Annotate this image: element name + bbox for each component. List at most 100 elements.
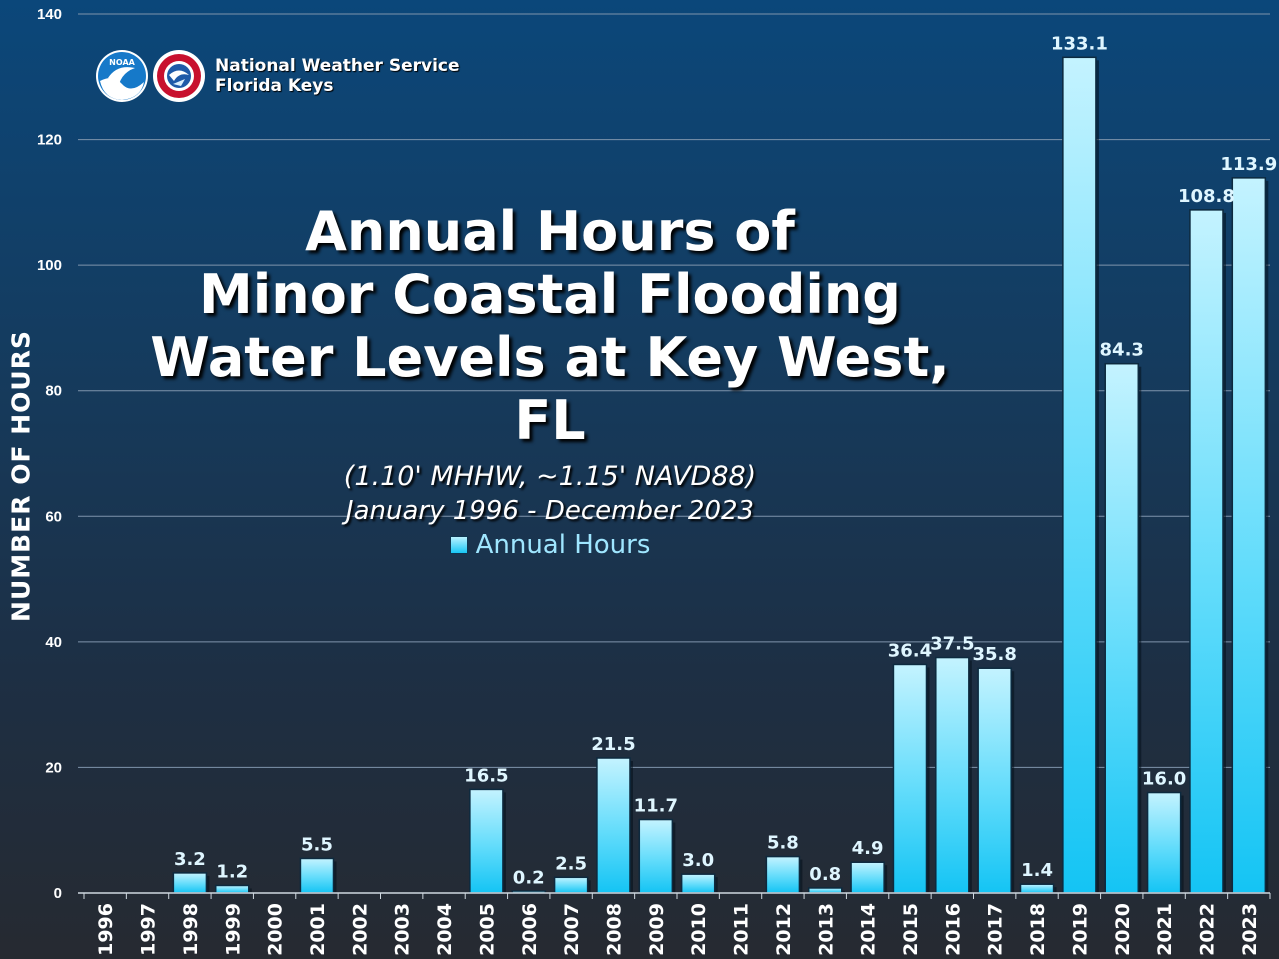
org-line-1: National Weather Service <box>215 56 460 76</box>
value-labels: 3.2 1.2 5.5 16.5 0.2 2.5 21.5 11.7 3.0 5.8 0.8 4.9 3… <box>174 33 1277 888</box>
bar <box>214 884 250 894</box>
bar <box>680 873 716 894</box>
chart-title-line-2: Minor Coastal Flooding <box>199 263 901 326</box>
bar <box>299 857 335 894</box>
value-label: 133.1 <box>1051 33 1108 54</box>
chart-title-line-3: Water Levels at Key West, FL <box>150 326 950 452</box>
bar <box>172 872 208 894</box>
bar <box>1231 177 1267 894</box>
logo-area: NOAA National Weather Service Florida Ke… <box>95 48 460 104</box>
bar <box>553 876 589 894</box>
bar <box>1019 883 1055 894</box>
noaa-logo-text: NOAA <box>109 58 135 67</box>
chart-title-line-1: Annual Hours of <box>305 200 795 263</box>
legend: Annual Hours <box>449 530 651 560</box>
y-tick-label: 40 <box>45 634 62 651</box>
y-tick-label: 20 <box>45 759 62 776</box>
bar <box>1146 791 1182 894</box>
value-label: 5.8 <box>767 833 799 854</box>
bars <box>172 56 1269 894</box>
org-line-2: Florida Keys <box>215 76 334 96</box>
y-tick-label: 120 <box>37 132 62 149</box>
chart-subtitle: (1.10' MHHW, ~1.15' NAVD88) <box>343 461 757 492</box>
x-tick-label: 2004 <box>434 903 456 956</box>
y-tick-label: 60 <box>45 508 62 525</box>
value-label: 3.2 <box>174 849 206 870</box>
value-label: 84.3 <box>1100 340 1144 361</box>
x-tick-label: 2015 <box>900 903 922 956</box>
bar <box>977 667 1012 894</box>
x-tick-label: 2020 <box>1112 903 1134 956</box>
x-tick-label: 2000 <box>265 903 287 956</box>
value-label: 0.2 <box>513 868 545 889</box>
noaa-logo: NOAA <box>96 50 148 102</box>
value-label: 2.5 <box>555 853 587 874</box>
y-axis-title: NUMBER OF HOURS <box>6 330 36 622</box>
y-axis: 0 20 40 60 80 100 120 140 <box>37 6 62 902</box>
x-tick-label: 2009 <box>646 903 668 956</box>
x-tick-label: 1996 <box>95 903 117 956</box>
x-axis: 1996 1997 1998 1999 2000 2001 2002 2003 2004 2005… <box>78 892 1271 956</box>
x-tick-label: 2005 <box>476 903 498 956</box>
bar <box>1104 362 1140 894</box>
value-label: 1.2 <box>216 861 248 882</box>
x-tick-label: 2003 <box>392 903 414 956</box>
chart-date-range: January 1996 - December 2023 <box>345 496 755 526</box>
x-tick-label: 2001 <box>307 903 329 956</box>
value-label: 35.8 <box>972 644 1016 665</box>
x-tick-label: 2021 <box>1154 903 1176 956</box>
legend-label: Annual Hours <box>475 530 651 560</box>
value-label: 36.4 <box>888 640 932 661</box>
bar <box>638 818 674 894</box>
x-tick-label: 2016 <box>942 903 964 956</box>
noaa-nws-logos: NOAA <box>96 50 205 102</box>
x-tick-label: 2022 <box>1196 903 1218 956</box>
x-tick-label: 2018 <box>1027 903 1049 956</box>
x-tick-label: 2014 <box>858 903 880 956</box>
x-tick-label: 2017 <box>985 903 1007 956</box>
value-label: 5.5 <box>301 834 333 855</box>
value-label: 113.9 <box>1220 154 1277 175</box>
x-tick-label: 2008 <box>603 903 625 956</box>
y-tick-label: 80 <box>45 383 62 400</box>
x-tick-label: 1998 <box>180 903 202 956</box>
x-tick-label: 2019 <box>1069 903 1091 956</box>
x-tick-label: 2006 <box>519 903 541 956</box>
bar <box>765 855 801 894</box>
y-tick-label: 140 <box>37 6 62 23</box>
nws-logo <box>153 50 205 102</box>
value-label: 16.5 <box>464 765 508 786</box>
bar <box>807 887 843 894</box>
x-tick-label: 2012 <box>773 903 795 956</box>
gridlines <box>78 13 1270 894</box>
x-tick-label: 2023 <box>1239 903 1261 956</box>
x-tick-label: 1997 <box>138 903 160 956</box>
value-label: 21.5 <box>591 734 635 755</box>
value-label: 0.8 <box>809 864 841 885</box>
bar <box>469 788 504 894</box>
bar <box>1189 209 1224 894</box>
x-tick-label: 1999 <box>222 903 244 956</box>
bar <box>1062 56 1097 894</box>
value-label: 108.8 <box>1178 186 1235 207</box>
bar <box>892 663 928 894</box>
value-label: 4.9 <box>852 838 884 859</box>
x-tick-label: 2002 <box>349 903 371 956</box>
y-tick-label: 0 <box>54 885 62 902</box>
x-tick-label: 2010 <box>688 903 710 956</box>
bar <box>935 656 970 894</box>
x-tick-label: 2013 <box>815 903 837 956</box>
chart-title-block: Annual Hours of Minor Coastal Flooding W… <box>150 200 950 560</box>
x-tick-label: 2007 <box>561 903 583 956</box>
value-label: 1.4 <box>1021 860 1053 881</box>
x-tick-label: 2011 <box>731 903 753 956</box>
legend-swatch <box>449 536 468 554</box>
y-tick-label: 100 <box>37 257 62 274</box>
value-label: 11.7 <box>634 796 678 817</box>
bar <box>596 757 631 894</box>
org-name: National Weather Service Florida Keys <box>215 56 460 96</box>
value-label: 3.0 <box>682 850 714 871</box>
value-label: 37.5 <box>930 634 974 655</box>
bar <box>850 861 885 894</box>
